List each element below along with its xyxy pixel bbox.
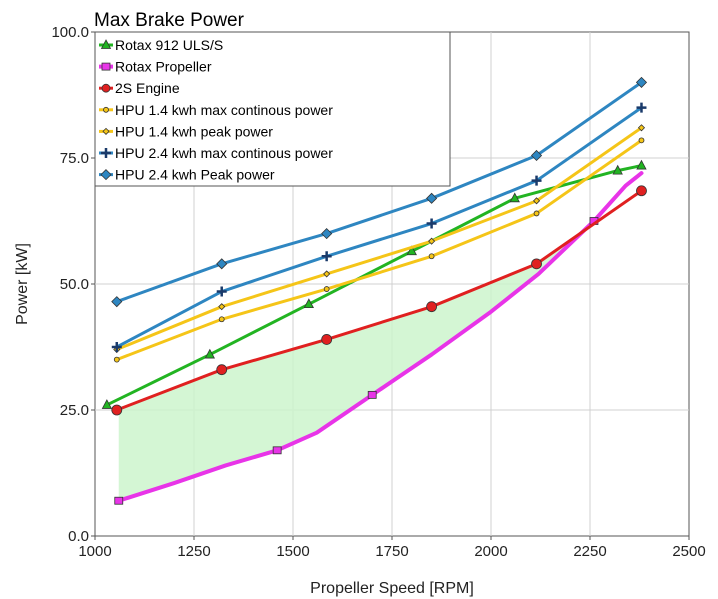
series-line xyxy=(115,138,643,362)
series-line xyxy=(115,80,643,304)
series-2 xyxy=(111,185,647,416)
data-point xyxy=(111,404,123,416)
data-point xyxy=(635,76,648,88)
data-point xyxy=(216,258,228,270)
data-point xyxy=(367,390,377,399)
x-tick-label: 1500 xyxy=(276,543,309,560)
data-point xyxy=(323,270,331,278)
data-point xyxy=(272,446,282,455)
x-tick-label: 1000 xyxy=(78,543,111,560)
legend-marker xyxy=(100,169,112,181)
legend-label: 2S Engine xyxy=(115,80,180,96)
data-point xyxy=(216,286,227,297)
data-point xyxy=(530,149,543,162)
legend-label: Rotax 912 ULS/S xyxy=(115,37,223,53)
data-point xyxy=(216,364,228,376)
data-point xyxy=(101,399,113,409)
y-tick-label: 50.0 xyxy=(60,276,89,293)
series-6 xyxy=(111,76,648,308)
x-tick-label: 2500 xyxy=(672,543,705,560)
series-0 xyxy=(101,159,647,409)
y-tick-label: 100.0 xyxy=(51,24,89,41)
data-point xyxy=(114,496,124,505)
data-point xyxy=(426,192,438,204)
legend-item: 2S Engine xyxy=(99,80,180,96)
y-tick-label: 0.0 xyxy=(68,528,89,545)
series-4 xyxy=(113,124,646,354)
data-point xyxy=(323,286,330,292)
legend-box xyxy=(94,31,451,187)
legend-item: HPU 2.4 kwh Peak power xyxy=(99,167,275,183)
x-tick-label: 2000 xyxy=(474,543,507,560)
series-line xyxy=(116,171,644,503)
data-point xyxy=(533,210,540,217)
x-axis-title: Propeller Speed [RPM] xyxy=(310,580,474,597)
legend-label: HPU 1.4 kwh max continous power xyxy=(115,102,333,118)
chart-title: Max Brake Power xyxy=(94,10,245,31)
data-point xyxy=(428,253,435,260)
series-1 xyxy=(114,171,644,505)
data-point xyxy=(509,192,520,203)
y-tick-label: 75.0 xyxy=(60,150,89,167)
data-point xyxy=(218,303,226,311)
series-layer xyxy=(101,76,648,505)
legend-marker xyxy=(101,148,111,158)
data-point xyxy=(426,218,437,229)
x-tick-label: 2250 xyxy=(573,543,606,560)
data-point xyxy=(406,245,417,256)
series-line xyxy=(115,189,643,412)
shaded-region xyxy=(118,232,583,501)
legend-item: HPU 1.4 kwh max continous power xyxy=(99,102,333,118)
legend-item: HPU 2.4 kwh max continous power xyxy=(99,145,333,161)
legend-marker xyxy=(101,62,111,71)
legend-item: Rotax Propeller xyxy=(99,59,212,75)
legend-label: Rotax Propeller xyxy=(115,59,212,75)
legend-marker xyxy=(102,127,110,135)
data-point xyxy=(637,124,646,132)
legend-marker xyxy=(101,83,111,93)
legend-label: HPU 2.4 kwh max continous power xyxy=(115,145,333,161)
data-point xyxy=(612,164,623,175)
data-point xyxy=(531,175,542,186)
data-point xyxy=(426,301,438,313)
data-point xyxy=(111,342,122,352)
data-point xyxy=(111,296,123,308)
series-5 xyxy=(111,102,647,352)
data-point xyxy=(531,258,542,270)
series-3 xyxy=(113,137,645,363)
legend-label: HPU 2.4 kwh Peak power xyxy=(115,167,275,183)
series-line xyxy=(115,126,643,352)
x-tick-label: 1250 xyxy=(177,543,210,560)
legend-marker xyxy=(100,39,112,49)
data-point xyxy=(303,298,315,309)
y-axis-title: Power [kW] xyxy=(14,243,31,325)
data-point xyxy=(428,237,436,245)
data-point xyxy=(636,185,647,197)
axes: 1000 1250 1500 1750 2000 2250 2500 0.0 25.0 50.0 7… xyxy=(51,24,705,560)
legend-item: Rotax 912 ULS/S xyxy=(99,37,223,53)
data-point xyxy=(321,334,333,345)
legend-item: HPU 1.4 kwh peak power xyxy=(99,123,273,139)
data-point xyxy=(113,356,120,363)
data-point xyxy=(321,251,332,262)
y-tick-label: 25.0 xyxy=(60,402,89,419)
data-point xyxy=(532,197,541,205)
data-point xyxy=(218,316,225,323)
data-point xyxy=(321,228,333,240)
legend-marker xyxy=(103,106,109,113)
series-line xyxy=(115,106,643,349)
legend-label: HPU 1.4 kwh peak power xyxy=(115,123,273,139)
data-point xyxy=(636,102,647,113)
shaded-area xyxy=(118,232,583,501)
data-point xyxy=(204,348,216,359)
data-point xyxy=(636,159,647,170)
legend: Rotax 912 ULS/S Rotax Propeller 2S Engine H… xyxy=(94,31,451,187)
x-tick-label: 1750 xyxy=(375,543,408,560)
data-point xyxy=(638,137,645,144)
